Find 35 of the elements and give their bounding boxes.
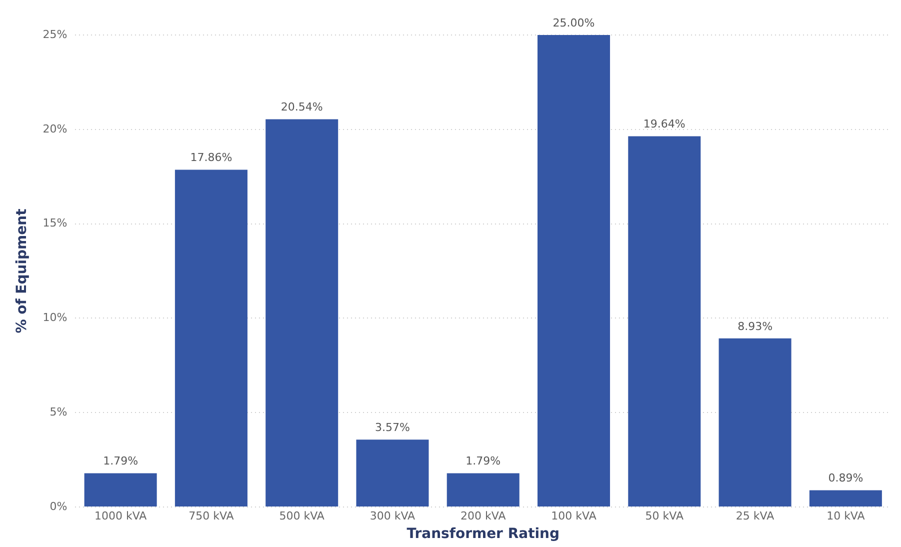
bar [266, 119, 338, 506]
y-tick-label: 5% [50, 405, 68, 418]
bar [446, 473, 520, 506]
y-tick-label: 20% [42, 122, 68, 136]
x-tick-label: 300 kVA [370, 509, 416, 522]
data-label: 20.54% [280, 100, 323, 114]
data-label: 25.00% [552, 16, 595, 30]
bar [809, 490, 882, 506]
y-axis-title: % of Equipment [14, 208, 30, 334]
bar [628, 136, 701, 506]
y-tick-label: 15% [42, 216, 68, 230]
x-tick-label: 100 kVA [551, 509, 597, 522]
x-tick-label: 1000 kVA [94, 509, 148, 522]
data-label: 17.86% [190, 151, 232, 164]
data-label: 3.57% [375, 420, 410, 434]
x-tick-label: 750 kVA [188, 509, 234, 522]
data-label: 8.93% [738, 320, 773, 333]
data-label: 0.89% [828, 472, 864, 485]
x-tick-label: 200 kVA [460, 509, 506, 522]
y-tick-label: 25% [42, 28, 68, 41]
data-label: 1.79% [466, 454, 501, 468]
bar [718, 338, 792, 506]
data-label: 19.64% [643, 118, 686, 131]
x-axis-title: Transformer Rating [406, 526, 560, 542]
bar [84, 473, 157, 506]
x-tick-label: 50 kVA [645, 509, 684, 522]
x-tick-label: 500 kVA [279, 509, 325, 522]
y-tick-label: 0% [50, 500, 68, 513]
bar [356, 440, 429, 506]
y-tick-label: 10% [42, 311, 68, 324]
x-tick-label: 10 kVA [826, 509, 866, 522]
bar [538, 35, 610, 506]
bar [174, 170, 248, 506]
data-label: 1.79% [103, 454, 138, 468]
x-tick-label: 25 kVA [736, 509, 775, 522]
